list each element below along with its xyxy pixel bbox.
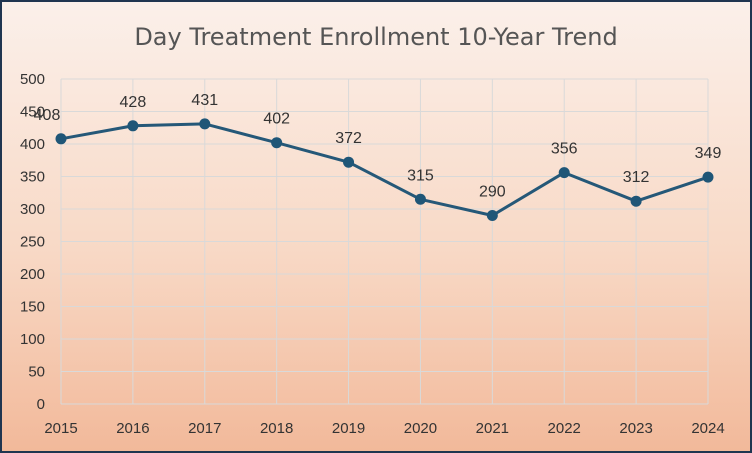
x-tick-label: 2019	[332, 420, 365, 437]
data-label: 431	[191, 92, 218, 109]
x-tick-label: 2017	[188, 420, 221, 437]
y-tick-label: 0	[37, 396, 45, 413]
data-point	[486, 210, 498, 221]
data-label: 402	[263, 111, 290, 128]
x-tick-label: 2015	[44, 420, 77, 437]
data-label: 349	[695, 145, 722, 162]
data-point	[558, 167, 570, 179]
gridlines	[60, 78, 709, 405]
data-label: 408	[34, 107, 61, 124]
data-point	[630, 195, 642, 207]
x-tick-label: 2023	[619, 420, 652, 437]
series-enrollment	[55, 118, 714, 221]
x-tick-label: 2018	[260, 420, 293, 437]
data-label: 428	[120, 94, 147, 111]
x-tick-label: 2021	[476, 420, 509, 437]
y-tick-label: 450	[20, 104, 45, 121]
y-tick-label: 150	[20, 299, 45, 316]
y-tick-label: 100	[20, 331, 45, 348]
x-tick-label: 2020	[404, 420, 437, 437]
y-tick-label: 500	[20, 71, 45, 88]
data-label: 372	[335, 130, 362, 147]
data-point	[199, 118, 211, 130]
x-tick-label: 2022	[548, 420, 581, 437]
data-label: 315	[407, 167, 434, 184]
data-point	[55, 133, 67, 145]
x-tick-label: 2024	[691, 420, 724, 437]
data-label: 356	[551, 141, 578, 158]
chart-title: Day Treatment Enrollment 10-Year Trend	[134, 23, 617, 51]
y-tick-label: 250	[20, 234, 45, 251]
data-label: 290	[479, 184, 506, 201]
data-point	[343, 156, 355, 168]
series-line	[60, 122, 709, 217]
axis-ticks: 0 50 100 150 200 250 300 350 400 450 500 2015 2016 20…	[20, 71, 725, 437]
data-labels: 408 428 431 402 372 315 290 356 312 349	[34, 92, 722, 201]
data-label: 312	[623, 169, 650, 186]
y-tick-label: 200	[20, 266, 45, 283]
x-tick-label: 2016	[116, 420, 149, 437]
y-tick-label: 300	[20, 201, 45, 218]
data-point	[414, 193, 426, 205]
data-point	[271, 137, 283, 149]
data-point	[702, 171, 714, 183]
y-tick-label: 50	[28, 364, 45, 381]
data-point	[127, 120, 139, 132]
y-tick-label: 350	[20, 169, 45, 186]
y-tick-label: 400	[20, 136, 45, 153]
